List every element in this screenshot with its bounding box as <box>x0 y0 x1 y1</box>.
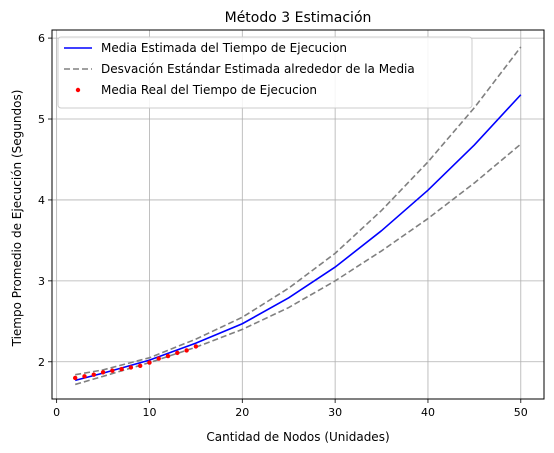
data-point-real-mean <box>119 366 124 372</box>
data-point-real-mean <box>165 353 171 359</box>
data-point-real-mean <box>100 370 106 375</box>
data-point-real-mean <box>73 375 78 381</box>
data-point-real-mean <box>110 368 115 373</box>
data-point-real-mean <box>193 344 199 349</box>
y-tick-label: 6 <box>38 32 45 45</box>
std-dev-line-1 <box>75 46 522 376</box>
plot-frame <box>51 29 545 400</box>
data-point-real-mean <box>137 363 143 369</box>
x-tick-label: 0 <box>53 406 60 419</box>
data-point-real-mean <box>82 374 87 379</box>
data-point-real-mean <box>147 360 152 365</box>
chart-title: Método 3 Estimación <box>225 10 372 26</box>
std-dev-line-2 <box>74 143 522 386</box>
data-point-real-mean <box>128 365 134 370</box>
data-point-real-mean <box>175 350 180 356</box>
legend-marker-real-mean <box>75 87 81 93</box>
estimated-mean-line <box>75 94 522 382</box>
y-tick-label: 3 <box>38 275 45 288</box>
series-layer <box>73 46 522 386</box>
legend-box <box>57 36 473 109</box>
x-tick-label: 40 <box>421 406 435 419</box>
y-tick-label: 5 <box>38 113 45 126</box>
axis-ticks: 0 10 20 30 40 50 2 3 4 5 6 <box>38 32 528 419</box>
legend: Media Estimada del Tiempo de Ejecucion De… <box>57 36 473 109</box>
y-tick-label: 4 <box>38 194 45 207</box>
legend-label: Media Estimada del Tiempo de Ejecucion <box>101 41 347 55</box>
data-point-real-mean <box>156 356 161 361</box>
y-tick-label: 2 <box>38 356 45 369</box>
x-tick-label: 20 <box>235 406 249 419</box>
legend-label: Desvación Estándar Estimada alrededor de… <box>101 62 415 76</box>
legend-label: Media Real del Tiempo de Ejecucion <box>101 83 317 97</box>
x-tick-label: 50 <box>514 406 528 419</box>
data-point-real-mean <box>91 372 96 377</box>
y-axis-label: Tiempo Promedio de Ejecución (Segundos) <box>10 90 24 348</box>
data-point-real-mean <box>184 348 189 353</box>
x-tick-label: 10 <box>142 406 156 419</box>
x-tick-label: 30 <box>328 406 342 419</box>
x-axis-label: Cantidad de Nodos (Unidades) <box>206 430 389 444</box>
